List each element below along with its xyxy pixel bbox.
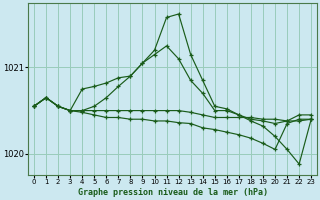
- X-axis label: Graphe pression niveau de la mer (hPa): Graphe pression niveau de la mer (hPa): [77, 188, 268, 197]
